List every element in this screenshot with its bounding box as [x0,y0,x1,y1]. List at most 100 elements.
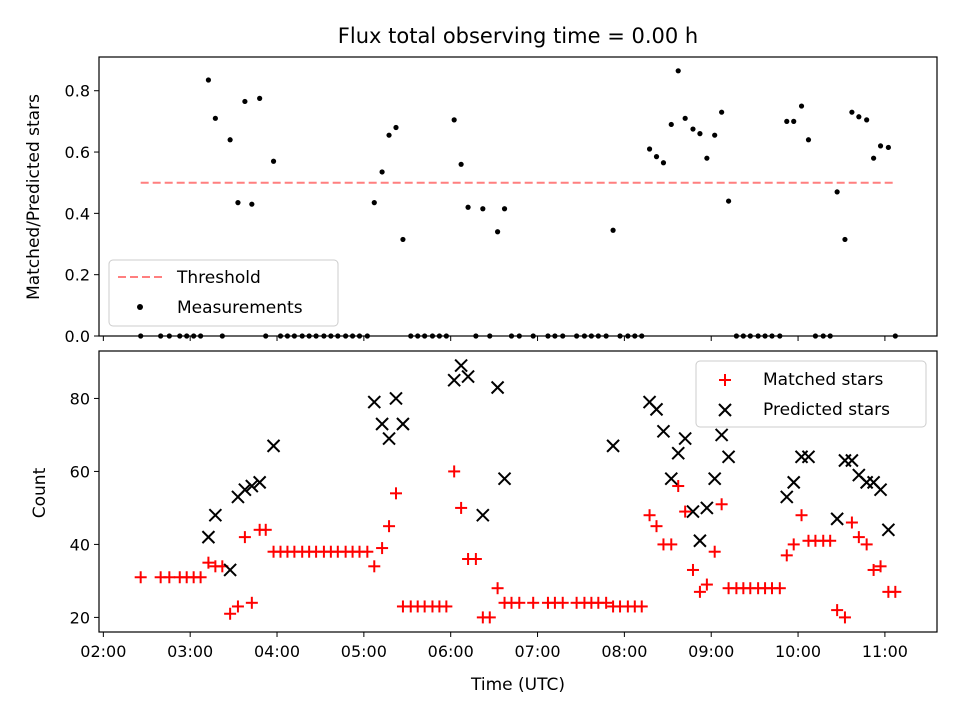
predicted-star-point [208,508,223,522]
matched-star-point [202,556,215,569]
x-tick-label: 05:00 [341,642,387,661]
matched-star-point [795,509,808,522]
matched-star-point [672,480,685,493]
matched-star-point [700,578,713,591]
matched-star-point [650,520,663,533]
matched-star-point [163,571,176,584]
x-tick-label: 04:00 [254,642,300,661]
predicted-star-point [721,450,736,464]
measurement-point [235,200,241,206]
measurement-point [834,189,840,195]
measurement-point [212,115,218,121]
predicted-star-point [382,431,396,446]
matched-star-point [824,534,837,547]
measurement-point [871,155,877,161]
predicted-star-point [787,475,801,490]
matched-star-point [852,531,865,544]
top-plot-frame [98,56,938,337]
matched-star-point [831,604,844,617]
matched-star-point [715,498,728,511]
measurement-point [205,77,212,83]
measurement-point [386,132,392,138]
matched-legend-label: Matched stars [763,370,883,390]
predicted-star-point [656,424,671,438]
predicted-star-point [201,530,216,544]
matched-star-point [259,523,272,536]
matched-star-point [361,545,374,558]
top-y-tick-label: 0.2 [65,266,90,285]
measurement-point [697,131,703,137]
predicted-star-point [838,453,852,468]
predicted-star-point [389,391,403,406]
bottom-y-tick-label: 60 [70,462,90,481]
x-axis-label: Time (UTC) [470,675,565,695]
predicted-star-point [801,450,816,464]
measurement-point [465,204,471,210]
predicted-star-point [454,358,468,373]
measurement-point [784,118,790,124]
predicted-star-point [649,402,664,417]
matched-star-point [455,501,468,514]
matched-star-point [368,560,381,573]
predicted-star-point [830,512,844,526]
predicted-star-point [447,373,461,387]
predicted-legend-swatch [718,403,732,417]
measurement-point [704,155,710,161]
matched-star-point [773,582,786,595]
measurement-point [864,117,870,123]
measurement-point [668,121,674,128]
predicted-star-point [794,450,809,464]
matched-star-point [527,596,540,609]
predicted-star-point [252,475,267,490]
matched-star-point [224,607,237,620]
measurement-point [379,169,385,175]
predicted-star-point [693,534,707,548]
predicted-star-point [780,490,794,504]
x-tick-label: 10:00 [775,642,821,661]
matched-star-point [787,538,800,551]
matched-star-point [513,596,526,609]
predicted-star-point [497,472,512,486]
measurement-point [400,236,406,243]
ratio-panel: Flux total observing time = 0.00 h Match… [24,24,938,346]
predicted-star-point [266,439,281,453]
bottom-y-tick-label: 40 [70,535,90,554]
predicted-star-point [686,504,700,519]
x-tick-label: 03:00 [167,642,213,661]
predicted-star-point [700,501,714,515]
threshold-legend-label: Threshold [176,268,261,288]
bottom-legend: Matched stars Predicted stars [695,360,927,428]
matched-star-point [556,596,569,609]
matched-star-point [231,600,244,613]
matched-star-point [860,538,873,551]
measurement-point [257,95,263,101]
matched-star-point [780,549,793,562]
measurement-point [646,146,653,152]
matched-star-point [643,509,656,522]
measurement-point [682,115,688,121]
matched-star-point [448,465,461,478]
measurement-point [690,126,696,132]
measurements-legend-label: Measurements [177,298,303,318]
measurement-point [451,117,457,123]
measurement-point [675,68,681,74]
top-y-tick-label: 0.6 [65,143,90,162]
measurement-point [849,109,855,115]
measurement-point [249,201,255,207]
predicted-star-point [873,482,888,497]
x-tick-label: 06:00 [428,642,474,661]
top-y-tick-label: 0.8 [65,82,90,101]
matched-star-point [693,585,706,598]
matched-star-point [679,505,692,518]
predicted-star-point [707,472,722,486]
predicted-stars-points [201,358,896,577]
bottom-y-tick-label: 20 [70,608,90,627]
measurement-point [371,200,377,206]
matched-star-point [838,611,851,624]
predicted-star-point [490,380,505,395]
matched-star-point [600,596,613,609]
bottom-y-tick-label: 80 [70,389,90,408]
matched-star-point [845,516,858,529]
matched-star-point [867,563,880,576]
